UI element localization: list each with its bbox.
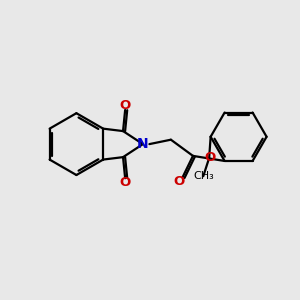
Text: O: O (173, 175, 185, 188)
Text: O: O (204, 152, 215, 164)
Text: CH₃: CH₃ (193, 171, 214, 181)
Text: O: O (119, 176, 131, 189)
Text: O: O (119, 99, 131, 112)
Text: N: N (137, 137, 149, 151)
